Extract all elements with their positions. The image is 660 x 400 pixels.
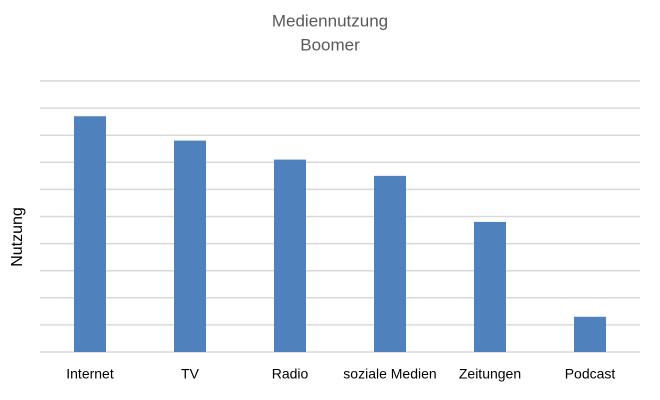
chart-subtitle: Boomer [300, 35, 360, 54]
bar [574, 316, 606, 352]
bar [374, 175, 406, 352]
bar [174, 140, 206, 352]
x-tick-label: Internet [66, 366, 114, 382]
y-axis-label: Nutzung [9, 207, 26, 267]
x-tick-label: TV [181, 366, 200, 382]
x-tick-label: soziale Medien [343, 366, 436, 382]
x-tick-label: Radio [272, 366, 309, 382]
x-tick-label: Zeitungen [459, 366, 521, 382]
bar [274, 159, 306, 352]
bar [74, 116, 106, 352]
bar [474, 221, 506, 352]
x-tick-label: Podcast [565, 366, 616, 382]
chart-title: Mediennutzung [272, 11, 388, 30]
